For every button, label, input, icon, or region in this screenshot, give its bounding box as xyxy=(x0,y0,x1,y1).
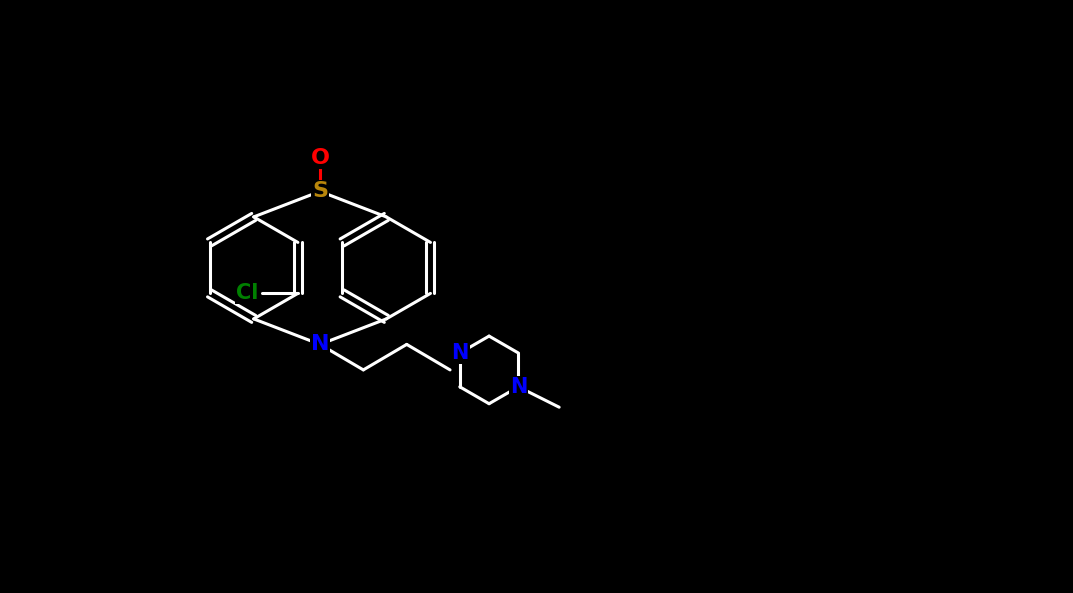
Text: N: N xyxy=(311,334,329,355)
Text: O: O xyxy=(310,148,329,168)
Text: S: S xyxy=(312,181,328,202)
Text: N: N xyxy=(451,343,469,363)
Text: N: N xyxy=(510,377,527,397)
Text: Cl: Cl xyxy=(236,283,259,304)
